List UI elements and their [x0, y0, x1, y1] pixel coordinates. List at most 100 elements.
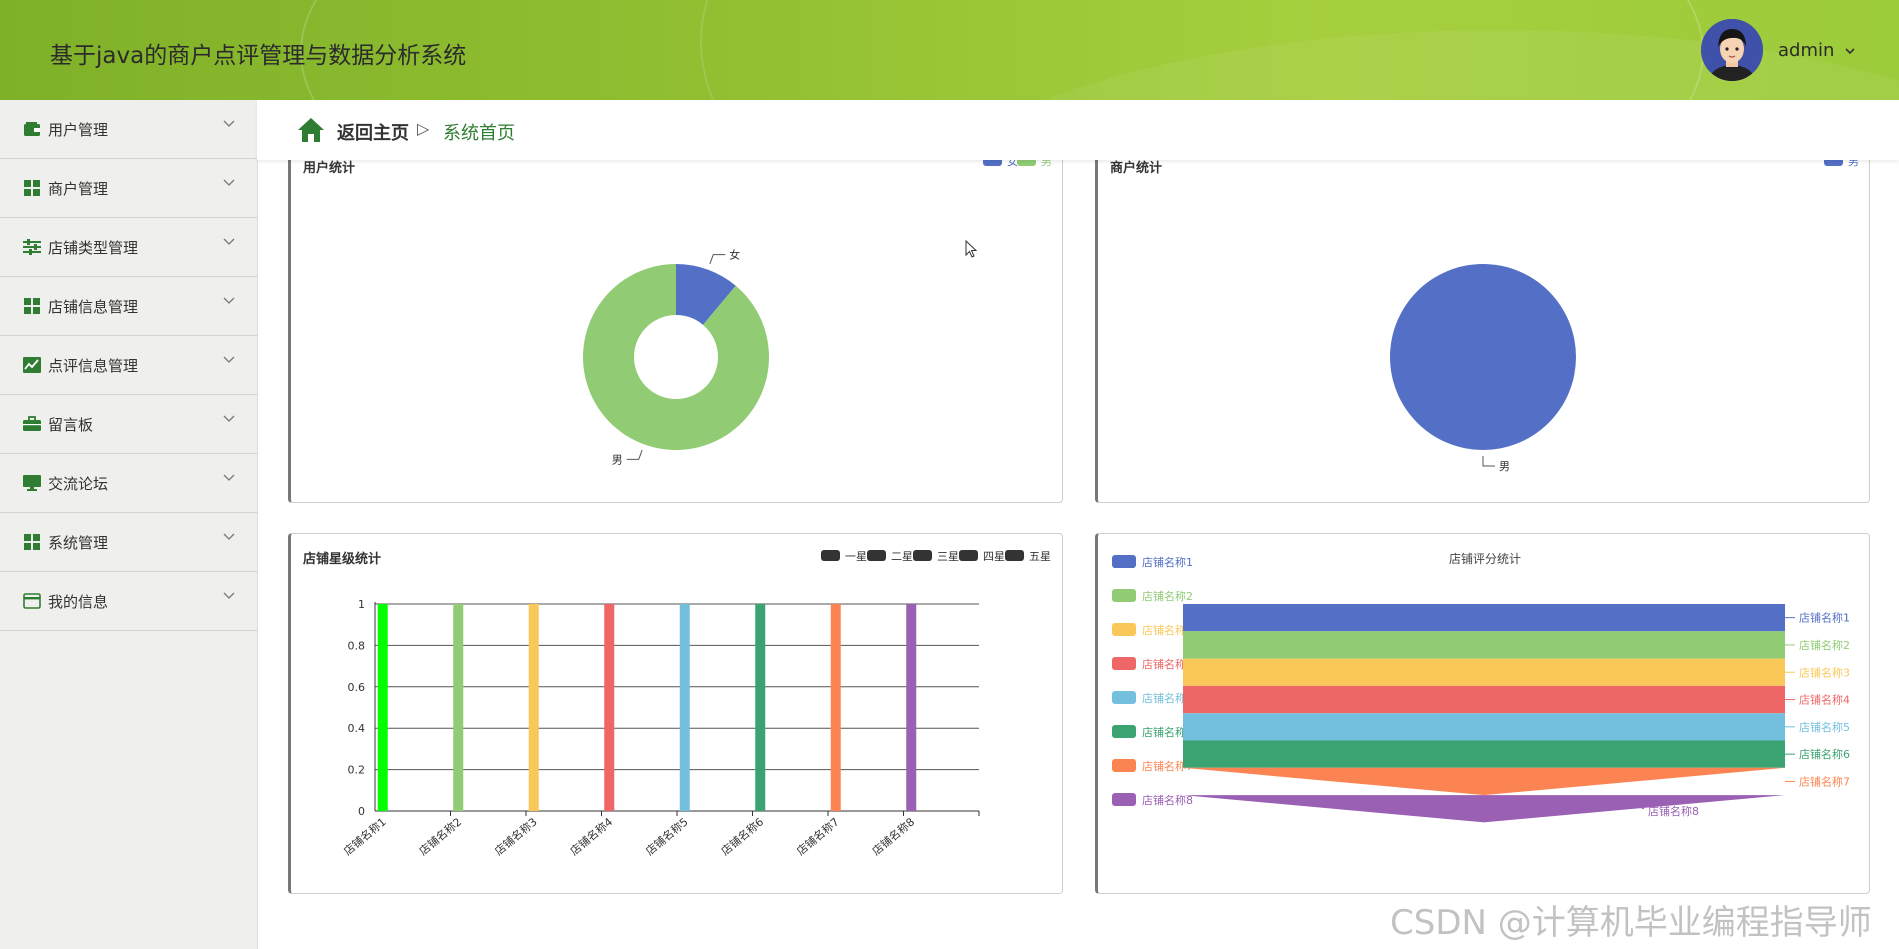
briefcase-icon [22, 414, 42, 434]
legend-swatch [1112, 555, 1136, 568]
x-tick-label: 店铺名称3 [492, 815, 540, 859]
sidebar-item-my-info[interactable]: 我的信息 [0, 572, 257, 631]
label-line [709, 254, 726, 265]
y-tick-label: 0 [358, 805, 365, 818]
sidebar-item-review-management[interactable]: 点评信息管理 [0, 336, 257, 395]
slice-label: 女 [729, 248, 740, 262]
slice-label: 男 [1499, 460, 1510, 473]
chevron-down-icon [223, 238, 235, 245]
bar [906, 604, 917, 811]
chevron-down-icon [223, 120, 235, 127]
chevron-down-icon [223, 533, 235, 540]
sidebar-item-user-management[interactable]: 用户管理 [0, 100, 257, 159]
x-tick-label: 店铺名称7 [794, 815, 842, 859]
sidebar-item-shop-info-management[interactable]: 店铺信息管理 [0, 277, 257, 336]
legend-swatch [821, 550, 840, 561]
funnel-label: 店铺名称4 [1799, 693, 1850, 707]
grid-icon [22, 296, 42, 316]
pie-slice [1390, 264, 1576, 450]
label-line [1482, 456, 1495, 467]
slice-label: 男 [612, 453, 623, 466]
label-line [1633, 804, 1645, 810]
grid-icon [22, 532, 42, 552]
legend-swatch [1112, 657, 1136, 670]
funnel-label: 店铺名称3 [1799, 665, 1850, 679]
chevron-down-icon [223, 297, 235, 304]
shop-star-panel: 店铺星级统计 五星 四星 三星 二星 一星 0 0.2 0.4 0.6 0.8 1 店铺名称1 店铺名称… [288, 533, 1063, 894]
chevron-down-icon [223, 592, 235, 599]
legend-label: 二星 [891, 550, 913, 563]
bar [453, 604, 464, 811]
sidebar-item-label: 点评信息管理 [48, 356, 139, 375]
x-tick-label: 店铺名称6 [718, 815, 766, 859]
legend-label: 店铺名称7 [1142, 759, 1193, 773]
x-tick-label: 店铺名称1 [341, 815, 389, 859]
legend-swatch [1005, 550, 1024, 561]
sidebar-item-shop-type-management[interactable]: 店铺类型管理 [0, 218, 257, 277]
chevron-down-icon [1845, 48, 1855, 55]
chart-title: 用户统计 [303, 161, 356, 176]
y-tick-label: 0.6 [348, 681, 366, 694]
back-home-link[interactable]: 返回主页 [337, 123, 409, 144]
legend-label: 店铺名称2 [1142, 589, 1193, 603]
legend-label: 女 [1007, 154, 1018, 168]
watermark: CSDN @计算机毕业编程指导师 [1390, 903, 1872, 943]
merchant-stats-panel: 商户统计 男男 [1095, 148, 1870, 503]
header-decoration [700, 0, 1899, 100]
sidebar-item-message-board[interactable]: 留言板 [0, 395, 257, 454]
legend-swatch [1112, 623, 1136, 636]
bar [377, 604, 388, 811]
sidebar-item-label: 交流论坛 [48, 474, 109, 493]
chevron-down-icon [223, 415, 235, 422]
bar [755, 604, 766, 811]
shop-score-panel: 店铺评分统计 店铺名称1 店铺名称2 店铺名称3 店铺名称4 店铺名称5 店铺名称6 店铺名称… [1095, 533, 1870, 894]
sidebar-item-forum[interactable]: 交流论坛 [0, 454, 257, 513]
legend-swatch [913, 550, 932, 561]
chart-line-icon [22, 355, 42, 375]
label-line [626, 449, 643, 460]
funnel-label: 店铺名称8 [1648, 804, 1699, 818]
chart-title: 店铺星级统计 [303, 552, 382, 567]
y-tick-label: 0.8 [348, 639, 366, 652]
sidebar-item-label: 店铺信息管理 [48, 297, 139, 316]
legend-swatch [867, 550, 886, 561]
y-tick-label: 0.4 [348, 722, 366, 735]
legend-swatch [959, 550, 978, 561]
user-name: admin [1778, 40, 1835, 61]
chevron-down-icon [223, 179, 235, 186]
legend-label: 店铺名称1 [1142, 555, 1193, 569]
funnel-label: 店铺名称1 [1799, 611, 1850, 625]
sidebar-item-label: 店铺类型管理 [48, 238, 139, 257]
avatar[interactable] [1701, 19, 1763, 81]
user-menu[interactable]: admin [1778, 40, 1856, 61]
app-header: 基于java的商户点评管理与数据分析系统 admin [0, 0, 1899, 100]
legend-label: 店铺名称5 [1142, 691, 1193, 705]
legend-label: 店铺名称8 [1142, 793, 1193, 807]
funnel-label: 店铺名称6 [1799, 747, 1850, 761]
legend-label: 一星 [845, 550, 867, 563]
x-tick-label: 店铺名称5 [643, 815, 691, 859]
home-icon[interactable] [297, 117, 325, 143]
pie-slice [676, 264, 736, 325]
legend-label: 四星 [983, 550, 1005, 563]
bar [528, 604, 539, 811]
sidebar-item-merchant-management[interactable]: 商户管理 [0, 159, 257, 218]
monitor-icon [22, 473, 42, 493]
funnel-band [1183, 740, 1785, 768]
breadcrumb: 返回主页 ▷ 系统首页 [257, 100, 1899, 160]
wallet-icon [22, 119, 42, 139]
funnel-label: 店铺名称5 [1799, 720, 1850, 734]
x-tick-label: 店铺名称8 [869, 815, 917, 859]
funnel-band [1183, 631, 1785, 659]
legend-label: 男 [1848, 155, 1859, 168]
legend-swatch [1112, 589, 1136, 602]
sidebar-item-system-management[interactable]: 系统管理 [0, 513, 257, 572]
sidebar-item-label: 用户管理 [48, 120, 109, 139]
app-title: 基于java的商户点评管理与数据分析系统 [50, 43, 467, 69]
mouse-cursor-icon [965, 240, 978, 258]
bar [679, 604, 690, 811]
sidebar: 用户管理 商户管理 店铺类型管理 店铺信息管理 点评信息管理 留言板 交流论坛 … [0, 100, 258, 949]
sidebar-item-label: 系统管理 [48, 533, 109, 552]
legend-label: 五星 [1029, 550, 1051, 563]
legend-swatch [1112, 793, 1136, 806]
